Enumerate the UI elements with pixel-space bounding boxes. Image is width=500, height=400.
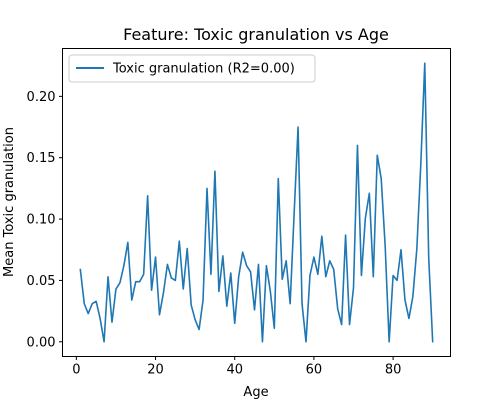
- y-tick-label: 0.00: [27, 335, 56, 350]
- y-tick-label: 0.20: [27, 90, 56, 105]
- chart-title: Feature: Toxic granulation vs Age: [123, 25, 389, 44]
- series-layer: [79, 62, 434, 343]
- x-axis: 0 20 40 60 80: [72, 356, 402, 378]
- y-tick-label: 0.10: [27, 213, 56, 228]
- x-tick-label: 80: [385, 363, 402, 378]
- legend-label: Toxic granulation (R2=0.00): [112, 62, 295, 77]
- y-axis-label: Mean Toxic granulation: [2, 127, 17, 277]
- x-tick-label: 20: [147, 363, 164, 378]
- x-tick-label: 60: [306, 363, 323, 378]
- x-tick-label: 40: [226, 363, 243, 378]
- series-line-0: [79, 62, 434, 343]
- legend: Toxic granulation (R2=0.00): [68, 54, 316, 83]
- plot-area: [62, 48, 451, 357]
- legend-box: [68, 54, 316, 83]
- y-axis: 0.00 0.05 0.10 0.15 0.20: [27, 90, 63, 350]
- x-axis-label: Age: [243, 385, 268, 400]
- x-tick-label: 0: [72, 363, 80, 378]
- y-tick-label: 0.05: [27, 274, 56, 289]
- y-tick-label: 0.15: [27, 151, 56, 166]
